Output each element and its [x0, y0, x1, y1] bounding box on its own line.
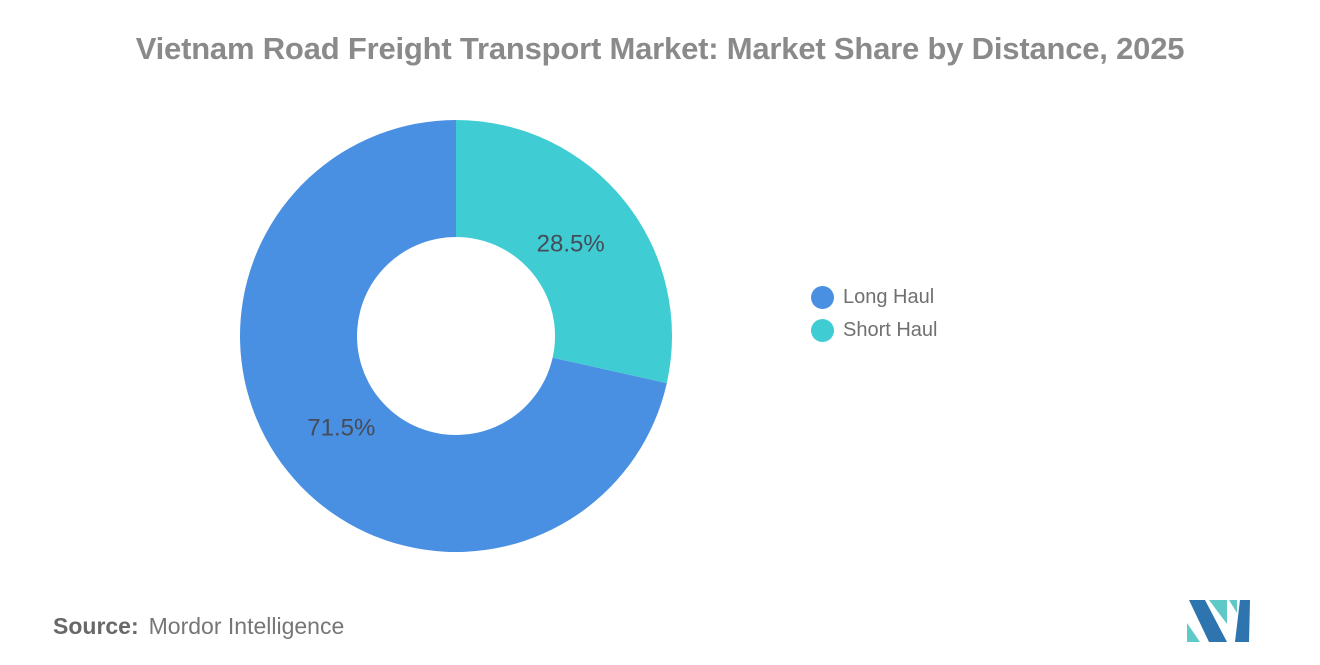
legend-label-short-haul: Short Haul [843, 319, 938, 341]
source-prefix: Source: [53, 613, 139, 639]
source-line: Source: Mordor Intelligence [53, 613, 344, 640]
donut-slice-short-haul[interactable] [456, 120, 673, 384]
legend-item-short-haul[interactable]: Short Haul [811, 319, 938, 342]
legend-marker-long-haul [811, 286, 834, 309]
donut-slice-long-haul[interactable] [240, 120, 667, 552]
logo-teal-triangle-top [1209, 600, 1227, 624]
logo-teal-triangle-right [1229, 600, 1237, 613]
legend-marker-short-haul [811, 319, 834, 342]
chart-title: Vietnam Road Freight Transport Market: M… [135, 31, 1185, 66]
logo-blue-bar [1235, 600, 1250, 642]
legend-label-long-haul: Long Haul [843, 286, 935, 308]
mordor-intelligence-logo [1187, 600, 1250, 642]
slice-value-label: 28.5% [537, 231, 605, 258]
legend: Long Haul Short Haul [811, 286, 938, 352]
legend-item-long-haul[interactable]: Long Haul [811, 286, 938, 309]
source-text: Mordor Intelligence [148, 613, 345, 639]
slice-value-label: 71.5% [307, 414, 375, 441]
donut-chart: 71.5% 28.5% [240, 120, 673, 552]
donut-svg: 71.5% 28.5% [240, 120, 673, 552]
logo-teal-triangle-bottom-left [1187, 623, 1200, 642]
logo-blue-diagonal [1189, 600, 1227, 642]
